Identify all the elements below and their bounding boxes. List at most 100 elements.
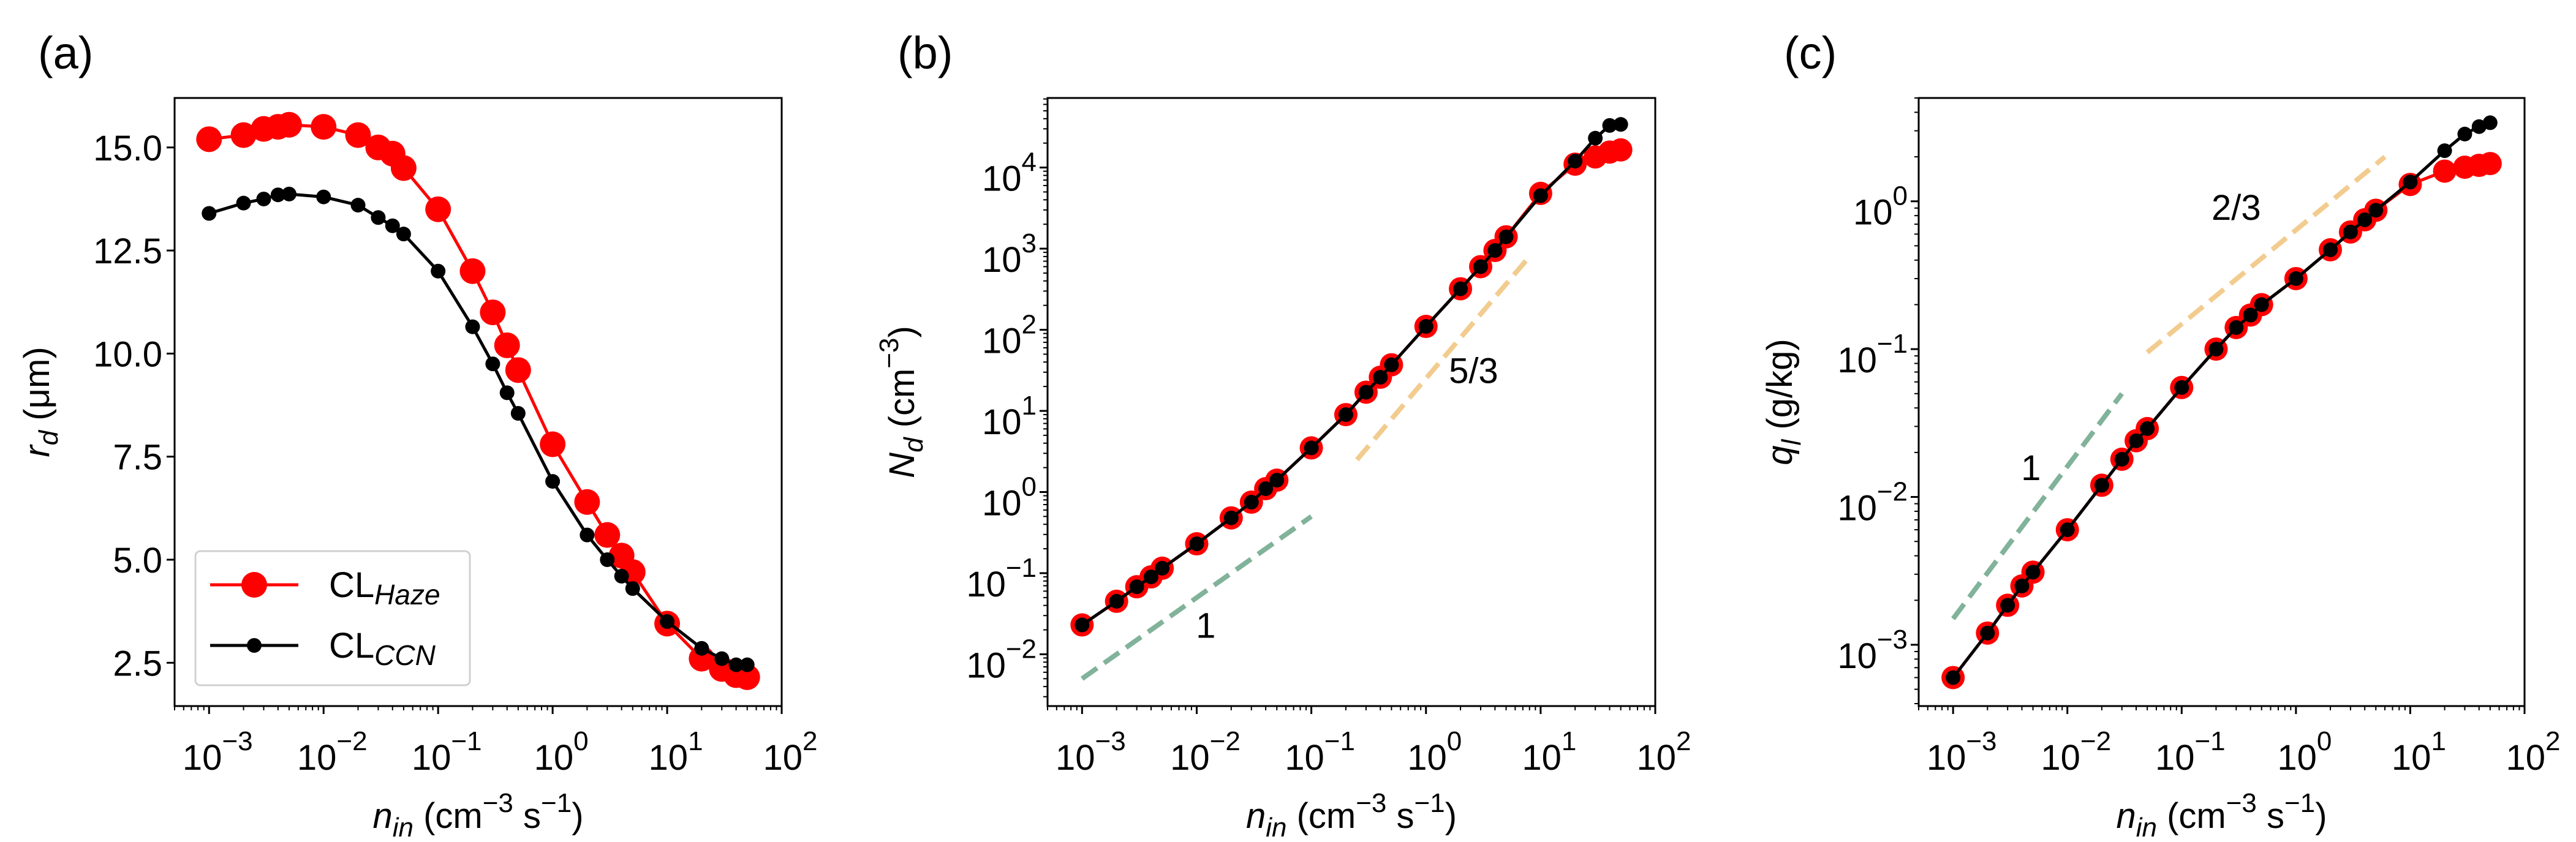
- data-point: [2208, 342, 2224, 357]
- data-point: [2140, 421, 2155, 436]
- data-point: [594, 522, 621, 548]
- series-line: [1081, 148, 1622, 626]
- tick-label: 10−2: [2041, 726, 2111, 778]
- label-part: r: [17, 444, 57, 457]
- x-axis-label: nin (cm−3 s−1): [372, 788, 583, 842]
- data-point: [1588, 130, 1603, 146]
- tick-label: 101: [649, 726, 703, 778]
- x-axis-label: nin (cm−3 s−1): [2116, 788, 2327, 842]
- data-point: [499, 385, 515, 400]
- data-point: [510, 406, 526, 421]
- data-point: [2357, 212, 2373, 227]
- data-point: [2000, 598, 2015, 613]
- label-part: n: [1246, 796, 1266, 836]
- data-point: [2288, 271, 2303, 286]
- data-point: [574, 489, 600, 515]
- y-axis: 10−2 10−1 100 101 102 103 104: [966, 98, 1048, 697]
- data-point: [371, 210, 386, 225]
- data-point: [1453, 281, 1468, 296]
- data-point: [1946, 670, 1961, 685]
- data-point: [714, 651, 730, 666]
- y-axis-label: ql (g/kg): [1760, 339, 1807, 465]
- data-point: [431, 263, 446, 279]
- data-point: [734, 664, 760, 690]
- data-point: [236, 195, 251, 211]
- tick-label: 10−2: [297, 726, 368, 778]
- label-part: (cm: [1286, 796, 1356, 836]
- legend-marker: [247, 638, 262, 653]
- x-axis-label: nin (cm−3 s−1): [1246, 788, 1457, 842]
- tick-label: 12.5: [93, 231, 162, 271]
- tick-label: 100: [1853, 181, 1908, 233]
- data-point: [385, 218, 400, 233]
- data-point: [2471, 119, 2487, 134]
- data-point: [2014, 578, 2030, 593]
- tick-label: 101: [1522, 726, 1576, 778]
- data-point: [396, 227, 411, 242]
- data-point: [739, 657, 755, 672]
- data-point: [580, 527, 595, 543]
- data-point: [2254, 297, 2269, 312]
- panel-c: (c) 10−3 10−2 10−1 100 101 102 10−3 10−2 10−1 100 n…: [1760, 28, 2561, 842]
- series-cl-ccn: [1075, 117, 1628, 633]
- tick-label: 15.0: [93, 129, 162, 168]
- tick-label: 101: [2392, 726, 2446, 778]
- tick-label: 10.0: [93, 334, 162, 374]
- data-point: [728, 657, 744, 672]
- series-cl-ccn: [202, 186, 755, 672]
- label-part: ): [882, 326, 922, 337]
- data-point: [485, 356, 500, 372]
- data-point: [505, 357, 531, 383]
- tick-label: 7.5: [113, 438, 162, 478]
- label-part: s: [513, 796, 541, 836]
- tick-label: 100: [1407, 726, 1462, 778]
- reference-slope-line: [1355, 255, 1532, 462]
- tick-label: 101: [982, 391, 1037, 442]
- tick-label: 10−2: [1170, 726, 1241, 778]
- data-point: [350, 198, 366, 213]
- label-part: ): [2315, 796, 2327, 836]
- data-point: [425, 196, 451, 222]
- data-point: [270, 187, 285, 203]
- data-point: [390, 155, 417, 181]
- data-point: [1304, 440, 1319, 456]
- label-part: (μm): [17, 347, 57, 430]
- legend: CLHaze CLCCN: [194, 550, 471, 686]
- label-part: ): [1445, 796, 1457, 836]
- data-point: [2323, 242, 2338, 257]
- label-part: in: [2136, 813, 2157, 842]
- data-point: [2478, 152, 2502, 176]
- panel-label: (c): [1784, 28, 1837, 78]
- label-part: −3: [1356, 788, 1386, 818]
- tick-label: 103: [982, 228, 1037, 280]
- data-point: [1568, 154, 1583, 169]
- data-point: [202, 206, 217, 221]
- data-point: [660, 614, 675, 629]
- data-point: [1533, 188, 1548, 203]
- data-point: [230, 122, 257, 148]
- reference-slope-line: [2145, 154, 2387, 355]
- data-point: [1109, 593, 1124, 609]
- panel-label: (b): [897, 28, 953, 78]
- data-point: [1223, 510, 1239, 525]
- series-line: [1952, 162, 2491, 679]
- label-part: d: [34, 429, 64, 445]
- data-point: [2437, 143, 2452, 159]
- data-point: [1189, 536, 1204, 552]
- y-axis-label: rd (μm): [17, 347, 64, 457]
- data-point: [1384, 357, 1399, 372]
- data-point: [465, 319, 480, 334]
- tick-label: 10−2: [1837, 477, 1908, 528]
- series-cl-haze: [1070, 138, 1633, 637]
- tick-label: 10−1: [1285, 726, 1355, 778]
- legend-item: CLCCN: [210, 626, 436, 671]
- data-point: [480, 299, 506, 326]
- label-part: N: [882, 453, 922, 478]
- data-point: [1338, 407, 1353, 423]
- data-point: [196, 126, 222, 152]
- label-part: n: [372, 796, 392, 836]
- label-part: −1: [1415, 788, 1445, 818]
- legend-marker: [241, 572, 267, 598]
- label-part: l: [1777, 438, 1807, 445]
- data-point: [1602, 118, 1617, 133]
